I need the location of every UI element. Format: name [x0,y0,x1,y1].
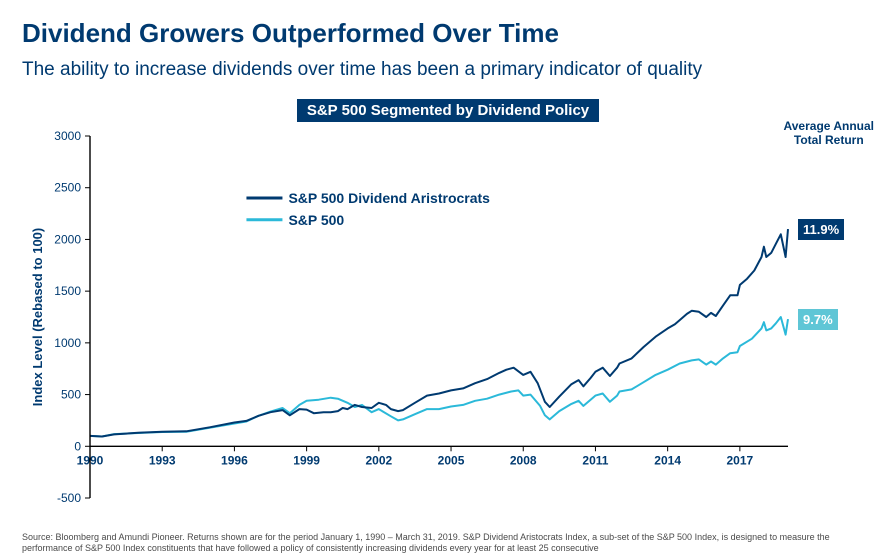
line-chart: Average Annual Total Return -50005001000… [22,126,874,526]
source-footnote: Source: Bloomberg and Amundi Pioneer. Re… [22,532,874,555]
svg-text:-500: -500 [57,491,81,505]
page-title: Dividend Growers Outperformed Over Time [22,18,874,49]
svg-text:1996: 1996 [221,453,248,467]
page-subtitle: The ability to increase dividends over t… [22,59,874,81]
chart-banner: S&P 500 Segmented by Dividend Policy [297,99,599,122]
series-end-label-sp500: 9.7% [798,309,838,330]
svg-text:2011: 2011 [582,453,608,467]
svg-text:Index Level (Rebased to 100): Index Level (Rebased to 100) [30,228,45,406]
svg-text:3000: 3000 [54,129,81,143]
svg-text:2000: 2000 [54,232,81,246]
svg-text:0: 0 [74,439,81,453]
svg-text:1999: 1999 [293,453,320,467]
svg-text:2008: 2008 [510,453,537,467]
svg-text:500: 500 [61,388,81,402]
svg-text:S&P 500 Dividend Aristrocrats: S&P 500 Dividend Aristrocrats [288,190,490,206]
svg-text:1500: 1500 [54,284,81,298]
svg-text:2014: 2014 [654,453,681,467]
svg-text:2002: 2002 [365,453,392,467]
svg-text:1993: 1993 [149,453,176,467]
series-end-label-aristocrats: 11.9% [798,219,844,240]
svg-text:2500: 2500 [54,181,81,195]
svg-text:1000: 1000 [54,336,81,350]
svg-text:S&P 500: S&P 500 [288,212,344,228]
svg-text:2017: 2017 [727,453,754,467]
svg-text:2005: 2005 [438,453,465,467]
